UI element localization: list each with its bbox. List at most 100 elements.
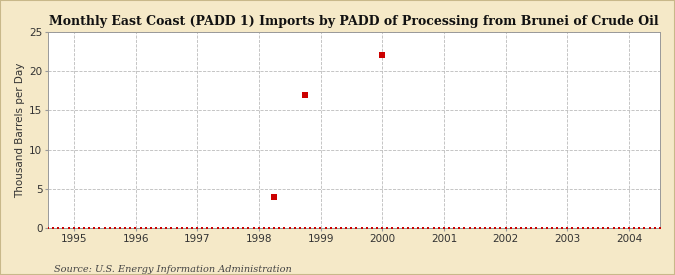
Point <box>58 226 69 230</box>
Point <box>320 226 331 230</box>
Point <box>294 226 305 230</box>
Point <box>382 226 393 230</box>
Point <box>84 226 95 230</box>
Point <box>125 226 136 230</box>
Point <box>624 226 634 230</box>
Point <box>428 226 439 230</box>
Point <box>634 226 645 230</box>
Title: Monthly East Coast (PADD 1) Imports by PADD of Processing from Brunei of Crude O: Monthly East Coast (PADD 1) Imports by P… <box>49 15 659 28</box>
Point <box>475 226 485 230</box>
Point <box>628 226 639 230</box>
Point <box>593 226 603 230</box>
Point <box>644 226 655 230</box>
Point <box>300 92 310 97</box>
Point <box>233 226 244 230</box>
Point <box>151 226 161 230</box>
Point <box>459 226 470 230</box>
Point <box>331 226 342 230</box>
Point <box>361 226 372 230</box>
Point <box>567 226 578 230</box>
Point <box>202 226 213 230</box>
Point <box>557 226 568 230</box>
Point <box>469 226 480 230</box>
Point <box>454 226 464 230</box>
Point <box>269 226 279 230</box>
Point <box>115 226 126 230</box>
Point <box>346 226 356 230</box>
Point <box>412 226 423 230</box>
Point <box>192 226 202 230</box>
Point <box>377 53 387 58</box>
Point <box>490 226 501 230</box>
Point <box>387 226 398 230</box>
Point <box>161 226 171 230</box>
Point <box>372 226 383 230</box>
Point <box>253 226 264 230</box>
Point <box>608 226 619 230</box>
Point <box>53 226 63 230</box>
Point <box>269 194 280 199</box>
Point <box>551 226 562 230</box>
Point <box>547 226 558 230</box>
Point <box>68 226 79 230</box>
Point <box>433 226 444 230</box>
Point <box>264 226 275 230</box>
Point <box>315 226 326 230</box>
Point <box>500 226 511 230</box>
Point <box>351 226 362 230</box>
Point <box>480 226 491 230</box>
Point <box>94 226 105 230</box>
Point <box>510 226 521 230</box>
Point <box>279 226 290 230</box>
Point <box>300 226 310 230</box>
Point <box>520 226 531 230</box>
Point <box>583 226 593 230</box>
Point <box>516 226 526 230</box>
Point <box>418 226 429 230</box>
Point <box>104 226 115 230</box>
Point <box>227 226 238 230</box>
Point <box>402 226 413 230</box>
Point <box>485 226 495 230</box>
Point <box>356 226 367 230</box>
Point <box>89 226 100 230</box>
Point <box>408 226 418 230</box>
Point <box>305 226 316 230</box>
Text: Source: U.S. Energy Information Administration: Source: U.S. Energy Information Administ… <box>54 265 292 274</box>
Point <box>449 226 460 230</box>
Point <box>140 226 151 230</box>
Point <box>423 226 434 230</box>
Point <box>171 226 182 230</box>
Point <box>618 226 629 230</box>
Point <box>464 226 475 230</box>
Point <box>238 226 249 230</box>
Point <box>439 226 450 230</box>
Point <box>182 226 192 230</box>
Point <box>166 226 177 230</box>
Point <box>443 226 454 230</box>
Point <box>398 226 408 230</box>
Point <box>531 226 542 230</box>
Point <box>325 226 336 230</box>
Point <box>109 226 120 230</box>
Point <box>526 226 537 230</box>
Point <box>135 226 146 230</box>
Point <box>598 226 609 230</box>
Point <box>259 226 269 230</box>
Point <box>145 226 156 230</box>
Point <box>506 226 516 230</box>
Point <box>541 226 552 230</box>
Point <box>78 226 89 230</box>
Point <box>603 226 614 230</box>
Point <box>649 226 660 230</box>
Point <box>290 226 300 230</box>
Point <box>212 226 223 230</box>
Point <box>341 226 352 230</box>
Point <box>310 226 321 230</box>
Y-axis label: Thousand Barrels per Day: Thousand Barrels per Day <box>15 62 25 198</box>
Point <box>99 226 110 230</box>
Point <box>176 226 187 230</box>
Point <box>614 226 624 230</box>
Point <box>217 226 228 230</box>
Point <box>207 226 218 230</box>
